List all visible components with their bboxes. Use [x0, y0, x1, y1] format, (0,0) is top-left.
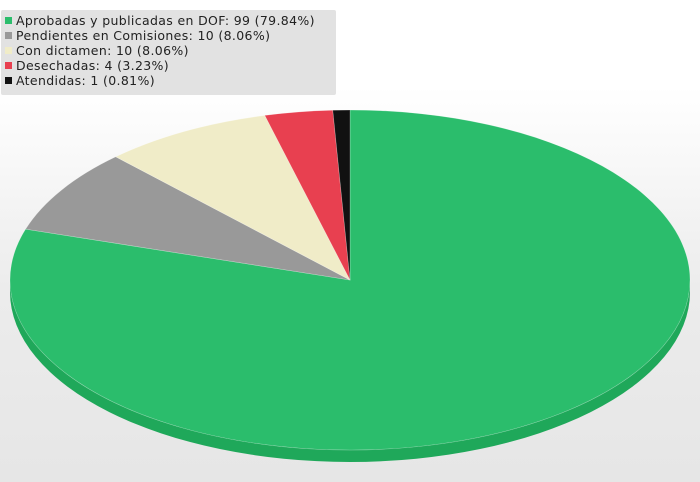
legend-item-pendientes: Pendientes en Comisiones: 10 (8.06%)	[5, 28, 336, 43]
legend-swatch-aprobadas	[5, 17, 12, 24]
pie-slice-con-dictamen[interactable]	[115, 115, 351, 281]
legend-item-atendidas: Atendidas: 1 (0.81%)	[5, 73, 336, 88]
legend-label-con-dictamen: Con dictamen: 10 (8.06%)	[16, 43, 189, 58]
pie-slice-atendidas[interactable]	[332, 109, 351, 281]
legend-label-aprobadas: Aprobadas y publicadas en DOF: 99 (79.84…	[16, 13, 315, 28]
pie-slice-aprobadas[interactable]	[9, 109, 691, 451]
legend-label-pendientes: Pendientes en Comisiones: 10 (8.06%)	[16, 28, 271, 43]
legend-label-desechadas: Desechadas: 4 (3.23%)	[16, 58, 170, 73]
legend-item-desechadas: Desechadas: 4 (3.23%)	[5, 58, 336, 73]
pie-slice-desechadas[interactable]	[264, 109, 351, 281]
chart-legend: Aprobadas y publicadas en DOF: 99 (79.84…	[1, 10, 336, 95]
pie-slice-pendientes[interactable]	[25, 156, 351, 281]
legend-label-atendidas: Atendidas: 1 (0.81%)	[16, 73, 155, 88]
legend-swatch-con-dictamen	[5, 47, 12, 54]
legend-swatch-desechadas	[5, 62, 12, 69]
legend-swatch-atendidas	[5, 77, 12, 84]
legend-item-con-dictamen: Con dictamen: 10 (8.06%)	[5, 43, 336, 58]
legend-item-aprobadas: Aprobadas y publicadas en DOF: 99 (79.84…	[5, 13, 336, 28]
legend-swatch-pendientes	[5, 32, 12, 39]
